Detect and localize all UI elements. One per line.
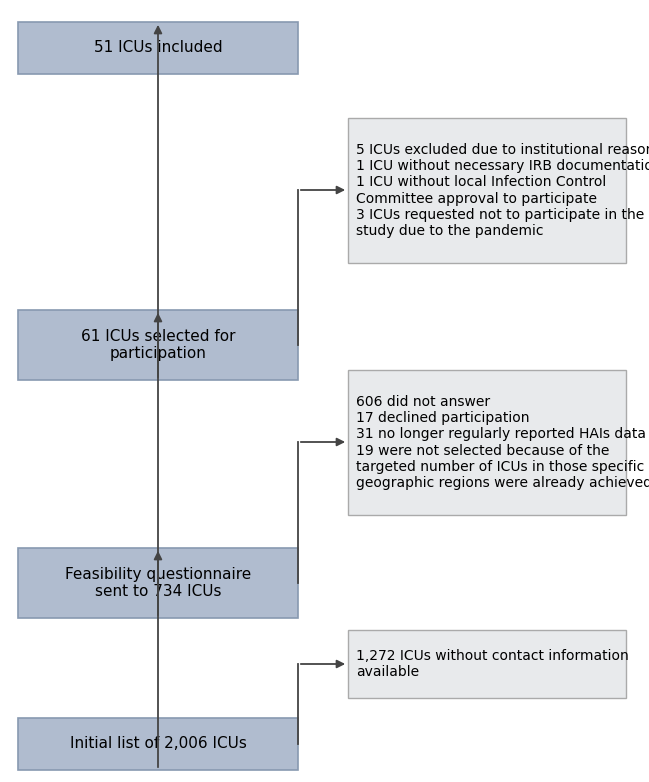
FancyBboxPatch shape [18, 310, 298, 380]
Text: Initial list of 2,006 ICUs: Initial list of 2,006 ICUs [69, 737, 247, 752]
Text: Feasibility questionnaire
sent to 734 ICUs: Feasibility questionnaire sent to 734 IC… [65, 567, 251, 599]
Text: 1,272 ICUs without contact information
available: 1,272 ICUs without contact information a… [356, 649, 629, 679]
FancyBboxPatch shape [18, 22, 298, 74]
FancyBboxPatch shape [348, 630, 626, 698]
Text: 61 ICUs selected for
participation: 61 ICUs selected for participation [80, 328, 235, 361]
FancyBboxPatch shape [348, 118, 626, 263]
Text: 606 did not answer
17 declined participation
31 no longer regularly reported HAI: 606 did not answer 17 declined participa… [356, 395, 649, 490]
Text: 5 ICUs excluded due to institutional reasons
1 ICU without necessary IRB documen: 5 ICUs excluded due to institutional rea… [356, 143, 649, 238]
Text: 51 ICUs included: 51 ICUs included [93, 41, 223, 56]
FancyBboxPatch shape [18, 548, 298, 618]
FancyBboxPatch shape [18, 718, 298, 770]
FancyBboxPatch shape [348, 370, 626, 515]
